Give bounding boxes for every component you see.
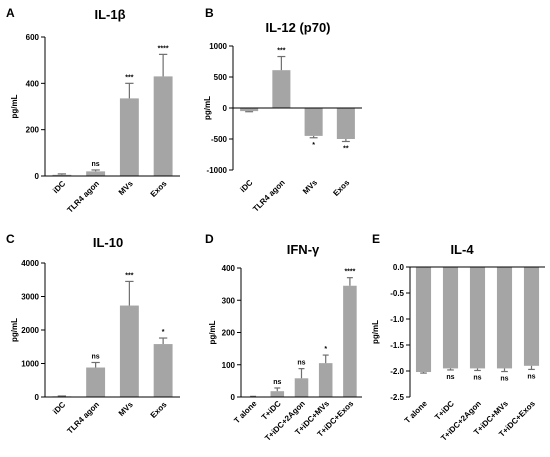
panel-title-b: IL-12 (p70)	[265, 20, 330, 35]
y-axis-label: pg/mL	[208, 320, 217, 344]
y-tick-label: 200	[222, 329, 236, 338]
bar	[52, 174, 72, 176]
significance-label: ns	[527, 373, 535, 380]
y-tick-label: 400	[222, 264, 236, 273]
bar	[496, 267, 513, 369]
y-axis-label: pg/mL	[10, 94, 19, 118]
panel-letter-b: B	[205, 6, 214, 20]
category-label: MVs	[117, 179, 135, 197]
y-tick-label: 3000	[21, 293, 39, 302]
bar	[153, 344, 173, 397]
category-label: Exos	[149, 400, 169, 420]
y-tick-label: 1000	[209, 42, 227, 51]
bar	[523, 267, 540, 366]
panel-title-a: IL-1β	[94, 7, 125, 22]
significance-label: ns	[500, 376, 508, 383]
category-label: iDC	[51, 400, 67, 416]
bar	[86, 367, 106, 397]
bar	[304, 108, 323, 136]
significance-label: *	[312, 142, 315, 149]
category-label: Exos	[331, 178, 351, 198]
significance-label: *	[324, 346, 327, 353]
bar	[272, 70, 291, 108]
significance-label: ***	[125, 74, 133, 81]
bar	[343, 285, 357, 397]
y-axis-label: pg/mL	[371, 320, 380, 344]
y-tick-label: 4000	[21, 259, 39, 268]
bar	[86, 171, 106, 176]
panel-title-e: IL-4	[450, 242, 474, 257]
y-tick-label: 100	[222, 361, 236, 370]
significance-label: ***	[125, 272, 133, 279]
panel-title-c: IL-10	[93, 235, 123, 250]
significance-label: **	[343, 145, 349, 152]
y-tick-label: -1.5	[390, 341, 404, 350]
category-label: T+iDC	[433, 399, 456, 422]
chart-il12: iDC *** TLR4 agon * MVs ** Exos -1000 -500 0 500 10…	[203, 42, 362, 214]
y-axis-label: pg/mL	[203, 96, 212, 120]
y-tick-label: 0	[223, 104, 228, 113]
bar	[294, 378, 309, 397]
y-tick-label: -2.5	[390, 393, 404, 402]
y-tick-label: -500	[211, 135, 228, 144]
chart-il4: T alonensT+iDCnsT+iDC+2AgonnsT+iDC+MVsns…	[371, 263, 545, 443]
significance-label: ns	[92, 161, 100, 168]
bar	[119, 98, 139, 176]
bar	[153, 76, 173, 176]
y-tick-label: 500	[214, 73, 228, 82]
significance-label: ****	[158, 45, 169, 52]
category-label: iDC	[238, 178, 254, 194]
y-tick-label: 2000	[21, 326, 39, 335]
category-label: T+iDC	[260, 399, 283, 422]
y-tick-label: -0.5	[390, 289, 404, 298]
y-axis-label: pg/mL	[10, 318, 19, 342]
bar	[270, 391, 285, 397]
category-label: TLR4 agon	[65, 179, 101, 215]
significance-label: *	[162, 329, 165, 336]
y-tick-label: 600	[26, 33, 40, 42]
y-tick-label: 0	[35, 393, 40, 402]
category-label: iDC	[51, 179, 67, 195]
y-tick-label: 0	[35, 172, 40, 181]
panel-letter-c: C	[6, 232, 15, 246]
significance-label: ns	[92, 353, 100, 360]
category-label: TLR4 agon	[251, 178, 287, 214]
chart-ifng: T alonensT+iDCnsT+iDC+2Agon*T+iDC+MVs***…	[208, 264, 362, 443]
significance-label: ****	[344, 269, 355, 276]
category-label: MVs	[117, 400, 135, 418]
panel-title-d: IFN-γ	[287, 242, 320, 257]
y-tick-label: 0.0	[393, 263, 405, 272]
panel-letter-d: D	[205, 232, 214, 246]
y-tick-label: 300	[222, 296, 236, 305]
bar	[336, 108, 355, 139]
category-label: Exos	[149, 179, 169, 199]
bar	[469, 267, 486, 369]
significance-label: ns	[446, 374, 454, 381]
significance-label: ns	[297, 360, 305, 367]
bar	[119, 305, 139, 397]
chart-il10: iDC ns TLR4 agon *** MVs * Exos 0 1000 2000 3000 40…	[10, 259, 180, 436]
category-label: T alone	[403, 399, 430, 426]
y-tick-label: -1.0	[390, 315, 404, 324]
y-tick-label: -1000	[207, 166, 228, 175]
y-tick-label: -2.0	[390, 367, 404, 376]
category-label: MVs	[301, 178, 319, 196]
category-label: T alone	[232, 399, 259, 426]
panel-letter-e: E	[372, 232, 380, 246]
category-label: TLR4 agon	[65, 400, 101, 436]
chart-il1b: iDC ns TLR4 agon *** MVs **** Exos 0 200 400 600 pg…	[10, 33, 180, 215]
bar	[240, 108, 259, 112]
significance-label: ***	[277, 48, 285, 55]
panel-letter-a: A	[6, 6, 15, 20]
bar	[442, 267, 459, 369]
y-tick-label: 1000	[21, 360, 39, 369]
y-tick-label: 0	[231, 393, 236, 402]
bar	[318, 363, 333, 397]
y-tick-label: 200	[26, 126, 40, 135]
y-tick-label: 400	[26, 79, 40, 88]
significance-label: ns	[473, 374, 481, 381]
significance-label: ns	[273, 379, 281, 386]
bar	[415, 267, 432, 373]
